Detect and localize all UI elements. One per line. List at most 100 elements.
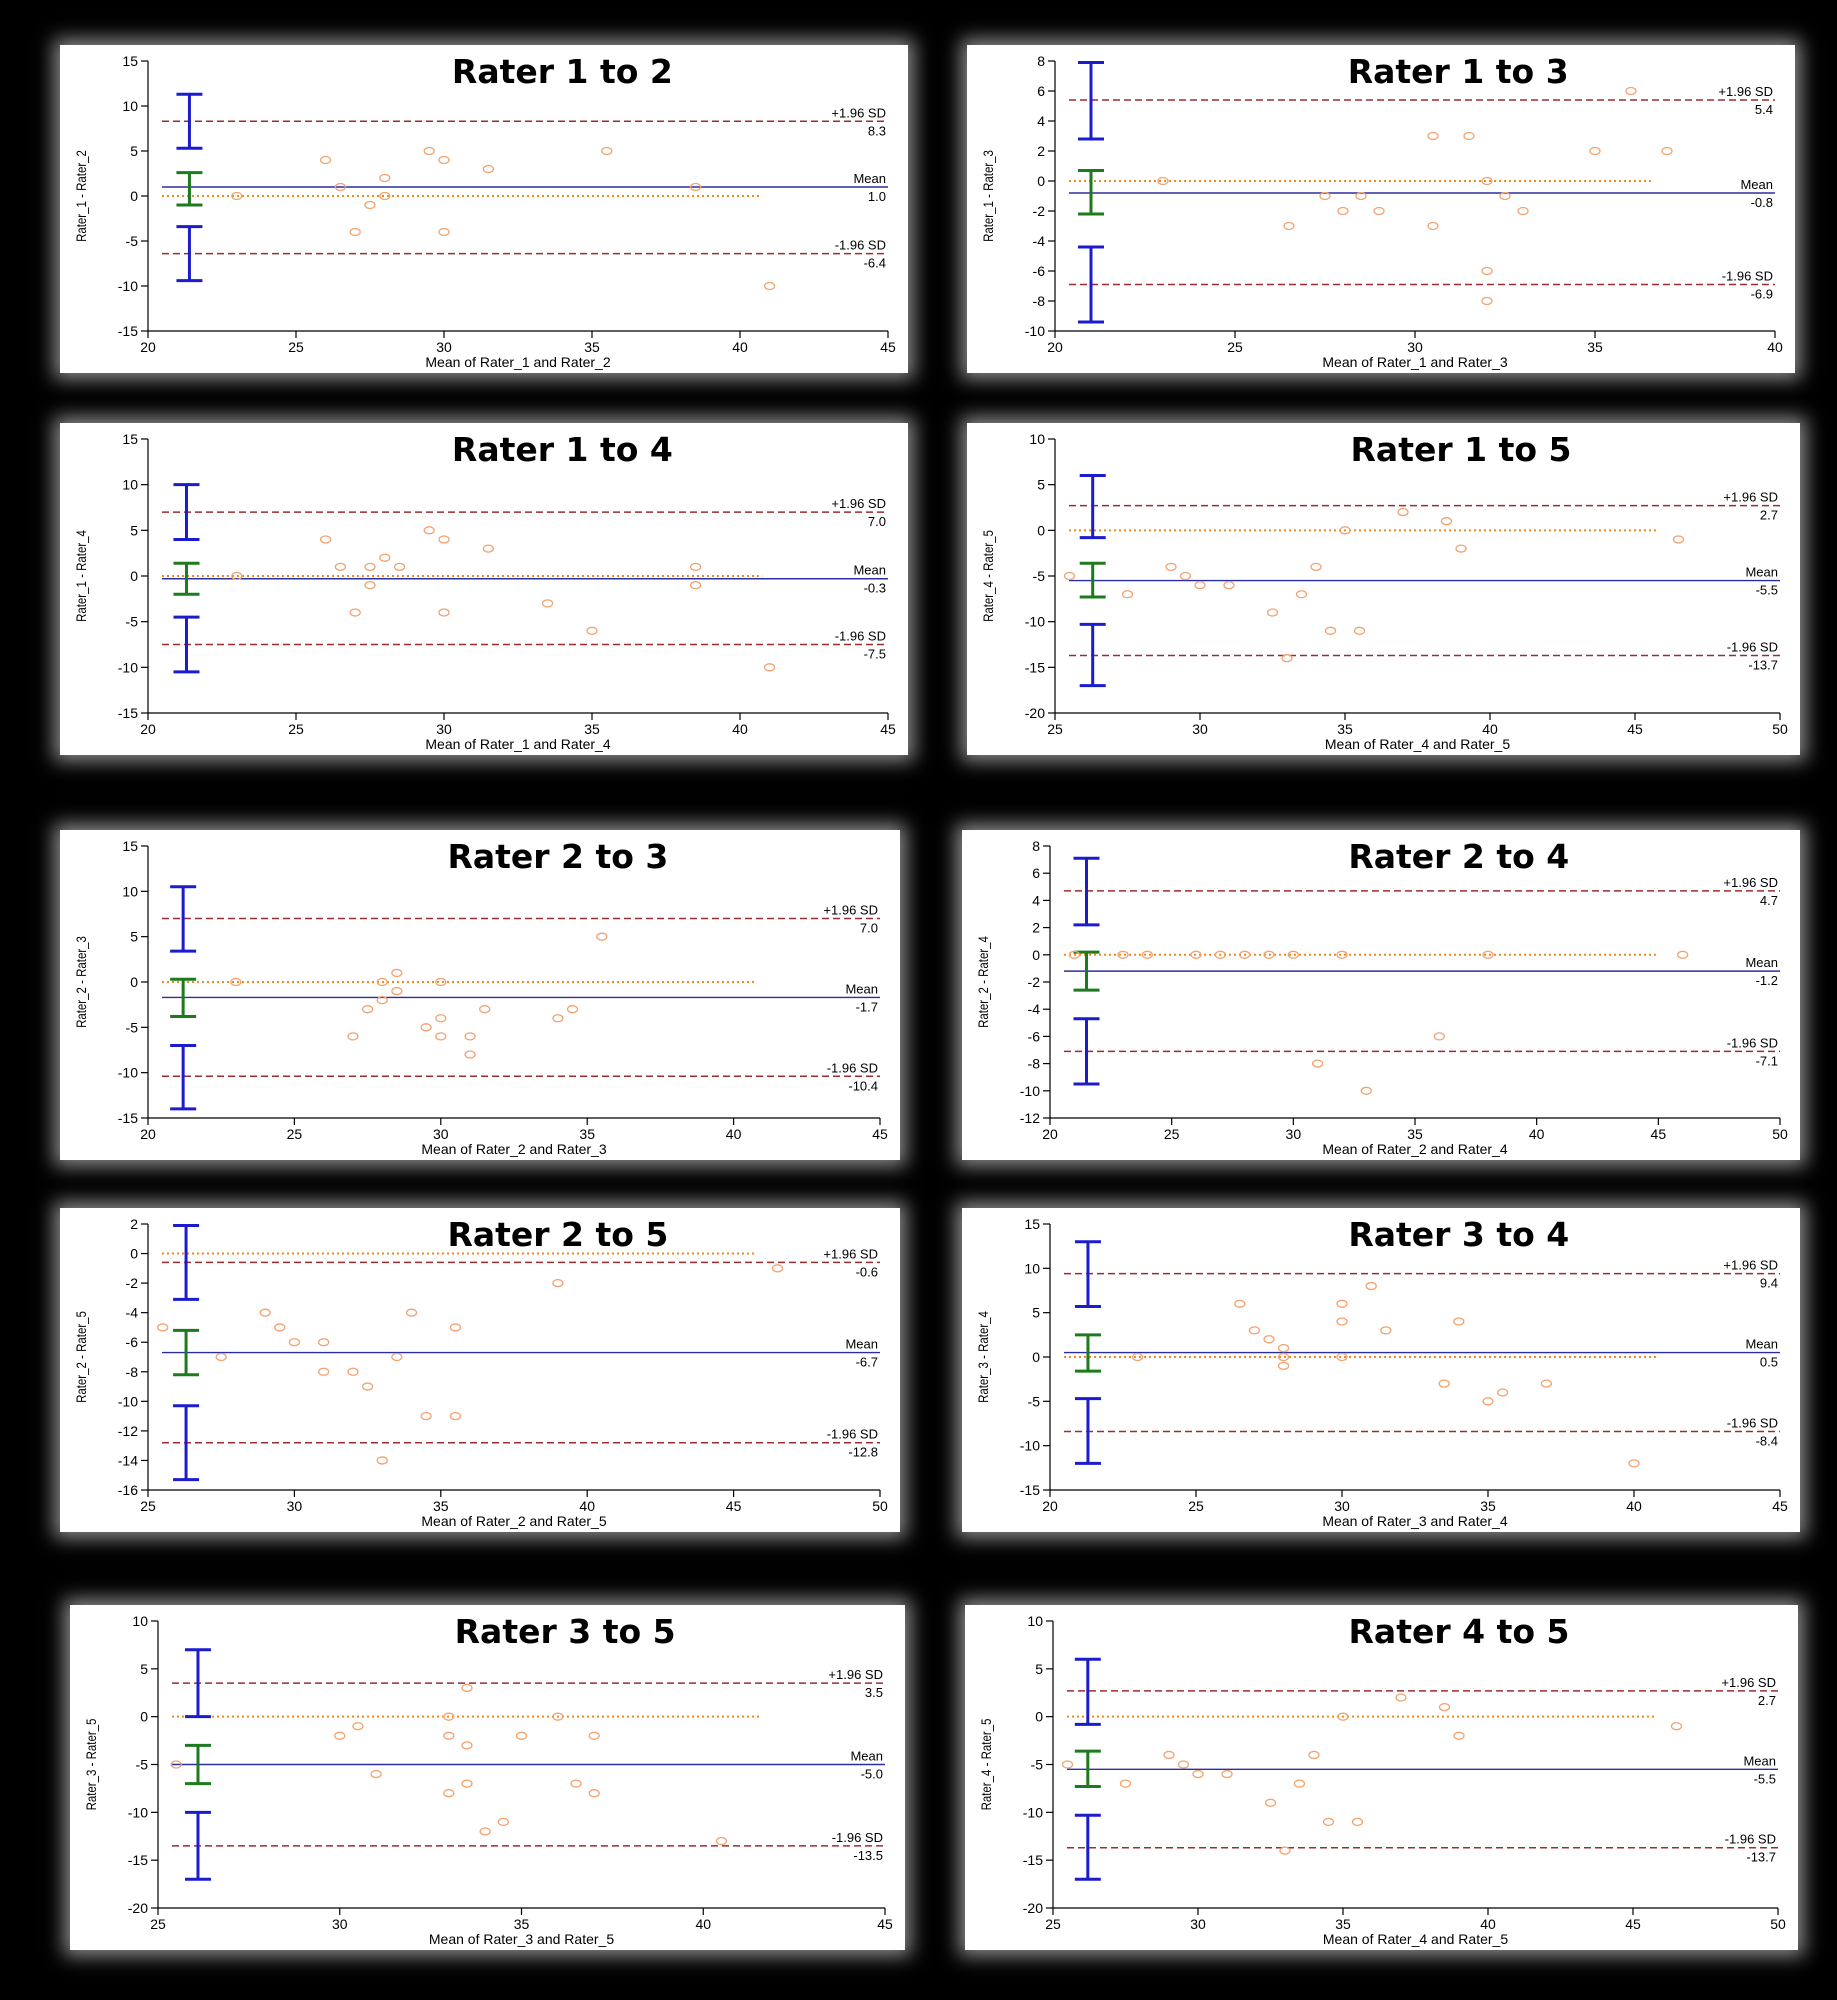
data-point xyxy=(1453,1731,1465,1740)
data-point xyxy=(1190,950,1202,959)
y-tick-label: 5 xyxy=(130,929,138,945)
data-point xyxy=(1141,950,1153,959)
y-tick-label: -10 xyxy=(128,1804,148,1820)
y-tick-label: -20 xyxy=(1025,705,1045,721)
x-axis-title: Mean of Rater_1 and Rater_3 xyxy=(1322,354,1507,370)
y-tick-label: 0 xyxy=(130,568,138,584)
data-point xyxy=(1395,1693,1407,1702)
data-point xyxy=(1625,86,1637,96)
data-point xyxy=(1661,146,1673,156)
y-axis-title: Rater_2 - Rater_3 xyxy=(73,936,89,1028)
data-point xyxy=(461,1683,473,1693)
y-axis-title: Rater_2 - Rater_5 xyxy=(73,1311,89,1403)
data-point xyxy=(1263,950,1275,959)
data-point xyxy=(552,1014,564,1023)
data-point xyxy=(318,1367,330,1376)
lower-limit-label: -1.96 SD xyxy=(1722,269,1773,284)
x-axis-title: Mean of Rater_1 and Rater_2 xyxy=(425,354,610,370)
data-point xyxy=(1397,507,1409,517)
data-point xyxy=(1481,176,1493,186)
chart-title: Rater 2 to 5 xyxy=(447,1215,668,1254)
lower-limit-value: -13.5 xyxy=(853,1848,883,1863)
x-axis-title: Mean of Rater_1 and Rater_4 xyxy=(425,736,610,752)
data-point xyxy=(1264,1798,1277,1807)
data-point xyxy=(601,146,613,156)
x-tick-label: 45 xyxy=(872,1126,888,1142)
x-tick-label: 50 xyxy=(872,1498,888,1514)
mean-value: -0.3 xyxy=(864,581,886,596)
data-point xyxy=(1131,1352,1144,1362)
x-tick-label: 30 xyxy=(1407,339,1423,355)
mean-label: Mean xyxy=(1745,955,1778,970)
x-tick-label: 30 xyxy=(436,339,452,355)
y-tick-label: -5 xyxy=(126,614,139,630)
chart-rater-3-to-4: -15 -10 -5 0 5 10 15 20 25 30 35 40 45 Mean of Rater_… xyxy=(975,1215,1788,1529)
data-point xyxy=(1234,1299,1246,1308)
data-point xyxy=(763,663,776,672)
data-point xyxy=(361,1005,374,1014)
y-tick-label: -5 xyxy=(1031,1757,1044,1773)
data-point xyxy=(379,173,391,183)
chart-title: Rater 1 to 4 xyxy=(452,430,673,469)
upper-limit-label: +1.96 SD xyxy=(1721,1675,1776,1690)
y-tick-label: 8 xyxy=(1032,838,1040,854)
upper-limit-label: +1.96 SD xyxy=(823,1246,878,1261)
mean-label: Mean xyxy=(1745,565,1778,580)
y-axis-title: Rater_1 - Rater_2 xyxy=(73,150,89,242)
y-tick-label: 5 xyxy=(1037,477,1045,493)
x-tick-label: 35 xyxy=(433,1498,449,1514)
data-point xyxy=(1672,535,1685,544)
x-tick-label: 40 xyxy=(1482,721,1498,737)
data-point xyxy=(231,571,243,581)
x-tick-label: 50 xyxy=(1772,1126,1788,1142)
x-tick-label: 45 xyxy=(1627,721,1643,737)
data-point xyxy=(376,995,388,1005)
y-tick-label: -5 xyxy=(136,1757,149,1773)
y-tick-label: -15 xyxy=(118,1110,138,1126)
data-point xyxy=(438,535,450,544)
y-tick-label: -8 xyxy=(126,1364,139,1380)
data-point xyxy=(1277,1361,1290,1371)
lower-limit-value: -13.7 xyxy=(1748,657,1778,672)
data-point xyxy=(1063,571,1076,581)
data-point xyxy=(1239,950,1251,959)
data-point xyxy=(1337,206,1349,216)
x-tick-label: 30 xyxy=(433,1126,449,1142)
data-point xyxy=(1223,580,1235,590)
chart-rater-2-to-5: -16 -14 -12 -10 -8 -6 -4 -2 0 2 25 30 35 40 45 50 Mean o… xyxy=(73,1215,888,1529)
upper-limit-label: +1.96 SD xyxy=(1723,490,1778,505)
y-axis-title: Rater_3 - Rater_5 xyxy=(83,1719,99,1811)
data-point xyxy=(379,553,391,562)
y-tick-label: -4 xyxy=(1033,233,1046,249)
x-tick-label: 35 xyxy=(514,1916,530,1932)
data-point xyxy=(334,182,347,192)
data-point xyxy=(347,1032,359,1041)
x-axis-title: Mean of Rater_4 and Rater_5 xyxy=(1325,736,1510,752)
x-tick-label: 45 xyxy=(880,339,896,355)
y-axis-title: Rater_4 - Rater_5 xyxy=(978,1719,994,1811)
y-tick-label: 15 xyxy=(122,53,138,69)
data-point xyxy=(1293,1779,1306,1788)
y-tick-label: -2 xyxy=(1028,974,1041,990)
data-point xyxy=(1380,1326,1392,1335)
data-point xyxy=(443,1712,455,1721)
data-point xyxy=(318,1338,330,1347)
x-axis-title: Mean of Rater_2 and Rater_4 xyxy=(1322,1141,1507,1157)
chart-title: Rater 1 to 5 xyxy=(1351,430,1572,469)
upper-limit-label: +1.96 SD xyxy=(1723,1258,1778,1273)
data-point xyxy=(461,1779,473,1788)
data-point xyxy=(1281,654,1293,663)
x-tick-label: 25 xyxy=(1227,339,1243,355)
data-point xyxy=(464,1050,476,1059)
y-tick-label: 6 xyxy=(1032,865,1040,881)
data-point xyxy=(1177,1760,1190,1769)
data-point xyxy=(689,562,702,572)
data-point xyxy=(715,1836,728,1846)
data-point xyxy=(1277,1352,1290,1362)
y-tick-label: 10 xyxy=(1029,431,1045,447)
x-tick-label: 30 xyxy=(1192,721,1208,737)
bland-altman-panel-rater-1-to-3: -10 -8 -6 -4 -2 0 2 4 6 8 20 25 30 35 40 Mean of Rater_… xyxy=(967,45,1795,373)
data-point xyxy=(420,1023,432,1032)
data-point xyxy=(1453,1317,1465,1326)
x-tick-label: 45 xyxy=(877,1916,893,1932)
